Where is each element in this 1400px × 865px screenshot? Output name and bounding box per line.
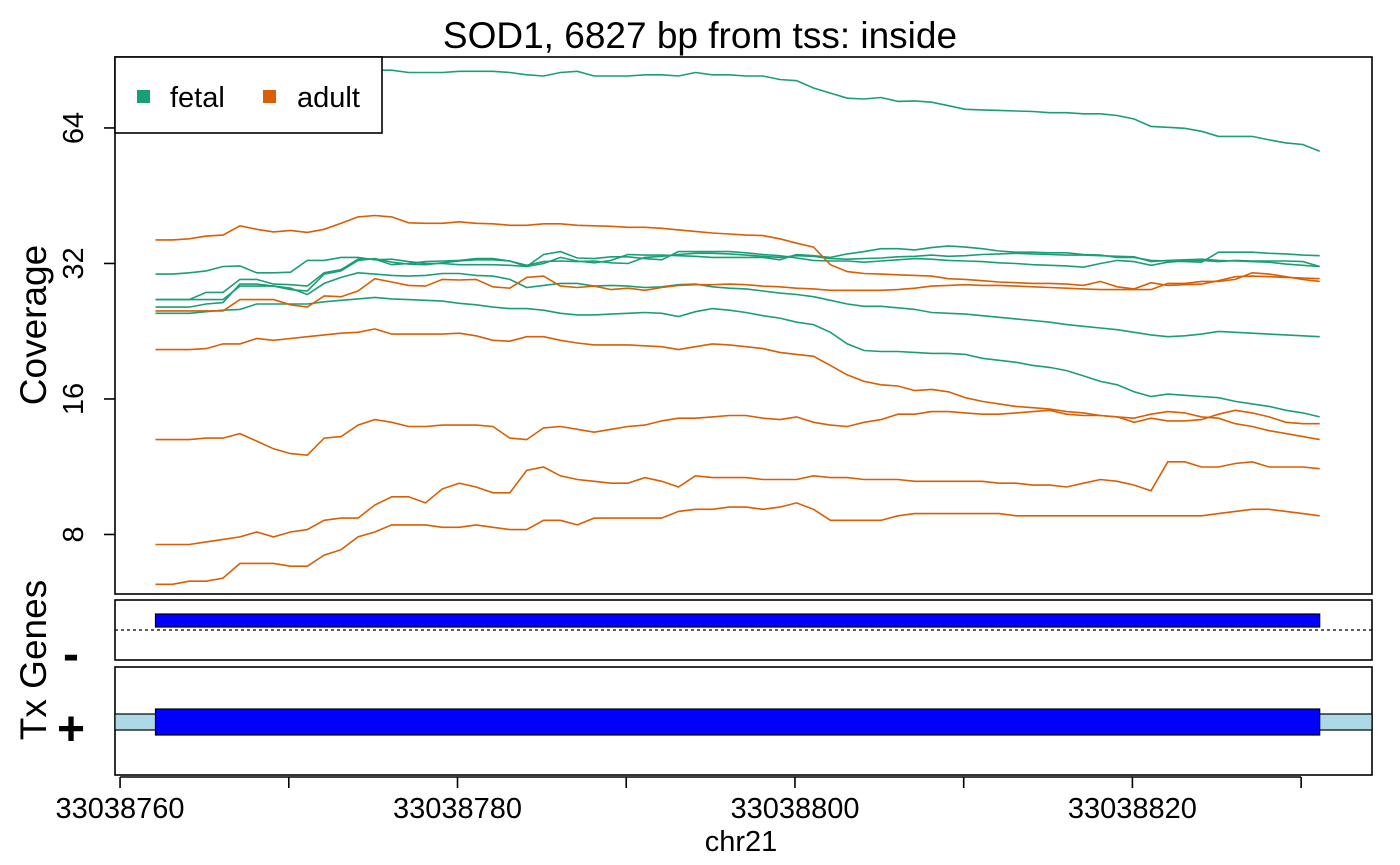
- minus-strand-label: -: [63, 628, 79, 681]
- series-lines: [155, 64, 1320, 586]
- legend-frame: [114, 56, 383, 134]
- legend-label-adult: adult: [297, 82, 360, 114]
- series-line-adult-7: [155, 271, 1320, 312]
- y-tick-label: 16: [58, 383, 90, 415]
- x-tick-label: 33038820: [1068, 793, 1197, 825]
- series-line-adult-6: [155, 214, 1320, 290]
- coverage-panel-frame: [114, 56, 1373, 595]
- y-tick-label: 32: [58, 247, 90, 279]
- x-axis-ticks: 33038760 33038780 33038800 33038820: [56, 777, 1302, 825]
- coverage-panel: 8 16 32 64 Coverage fetal adult: [13, 56, 1373, 595]
- tx-genes-track: Tx Genes - +: [13, 580, 1373, 776]
- legend: fetal adult: [114, 56, 383, 134]
- tx-genes-label: Tx Genes: [13, 580, 54, 740]
- y-axis-label: Coverage: [13, 245, 54, 405]
- legend-swatch-adult: [263, 90, 276, 103]
- x-axis: 33038760 33038780 33038800 33038820 chr21: [56, 776, 1302, 858]
- x-tick-label: 33038760: [56, 793, 185, 825]
- x-tick-label: 33038800: [730, 793, 859, 825]
- legend-label-fetal: fetal: [170, 82, 225, 114]
- series-line-adult-10: [155, 460, 1320, 546]
- y-tick-label: 8: [58, 526, 90, 542]
- y-axis-ticks: 8 16 32 64: [58, 112, 115, 543]
- series-line-fetal-5: [155, 296, 1320, 418]
- series-line-adult-11: [155, 502, 1320, 586]
- series-line-fetal-2: [155, 252, 1320, 308]
- series-line-adult-8: [155, 328, 1320, 441]
- series-line-fetal-1: [155, 245, 1320, 275]
- x-tick-label: 33038780: [393, 793, 522, 825]
- minus-strand-exon: [154, 613, 1321, 628]
- plus-strand-label: +: [57, 703, 85, 756]
- series-line-fetal-3: [155, 250, 1320, 301]
- chart-title: SOD1, 6827 bp from tss: inside: [443, 15, 957, 56]
- legend-swatch-fetal: [137, 90, 150, 103]
- x-axis-label: chr21: [705, 826, 778, 858]
- series-line-adult-9: [155, 409, 1320, 457]
- series-line-fetal-4: [155, 271, 1320, 338]
- plus-strand-exon: [154, 708, 1321, 736]
- y-tick-label: 64: [58, 112, 90, 144]
